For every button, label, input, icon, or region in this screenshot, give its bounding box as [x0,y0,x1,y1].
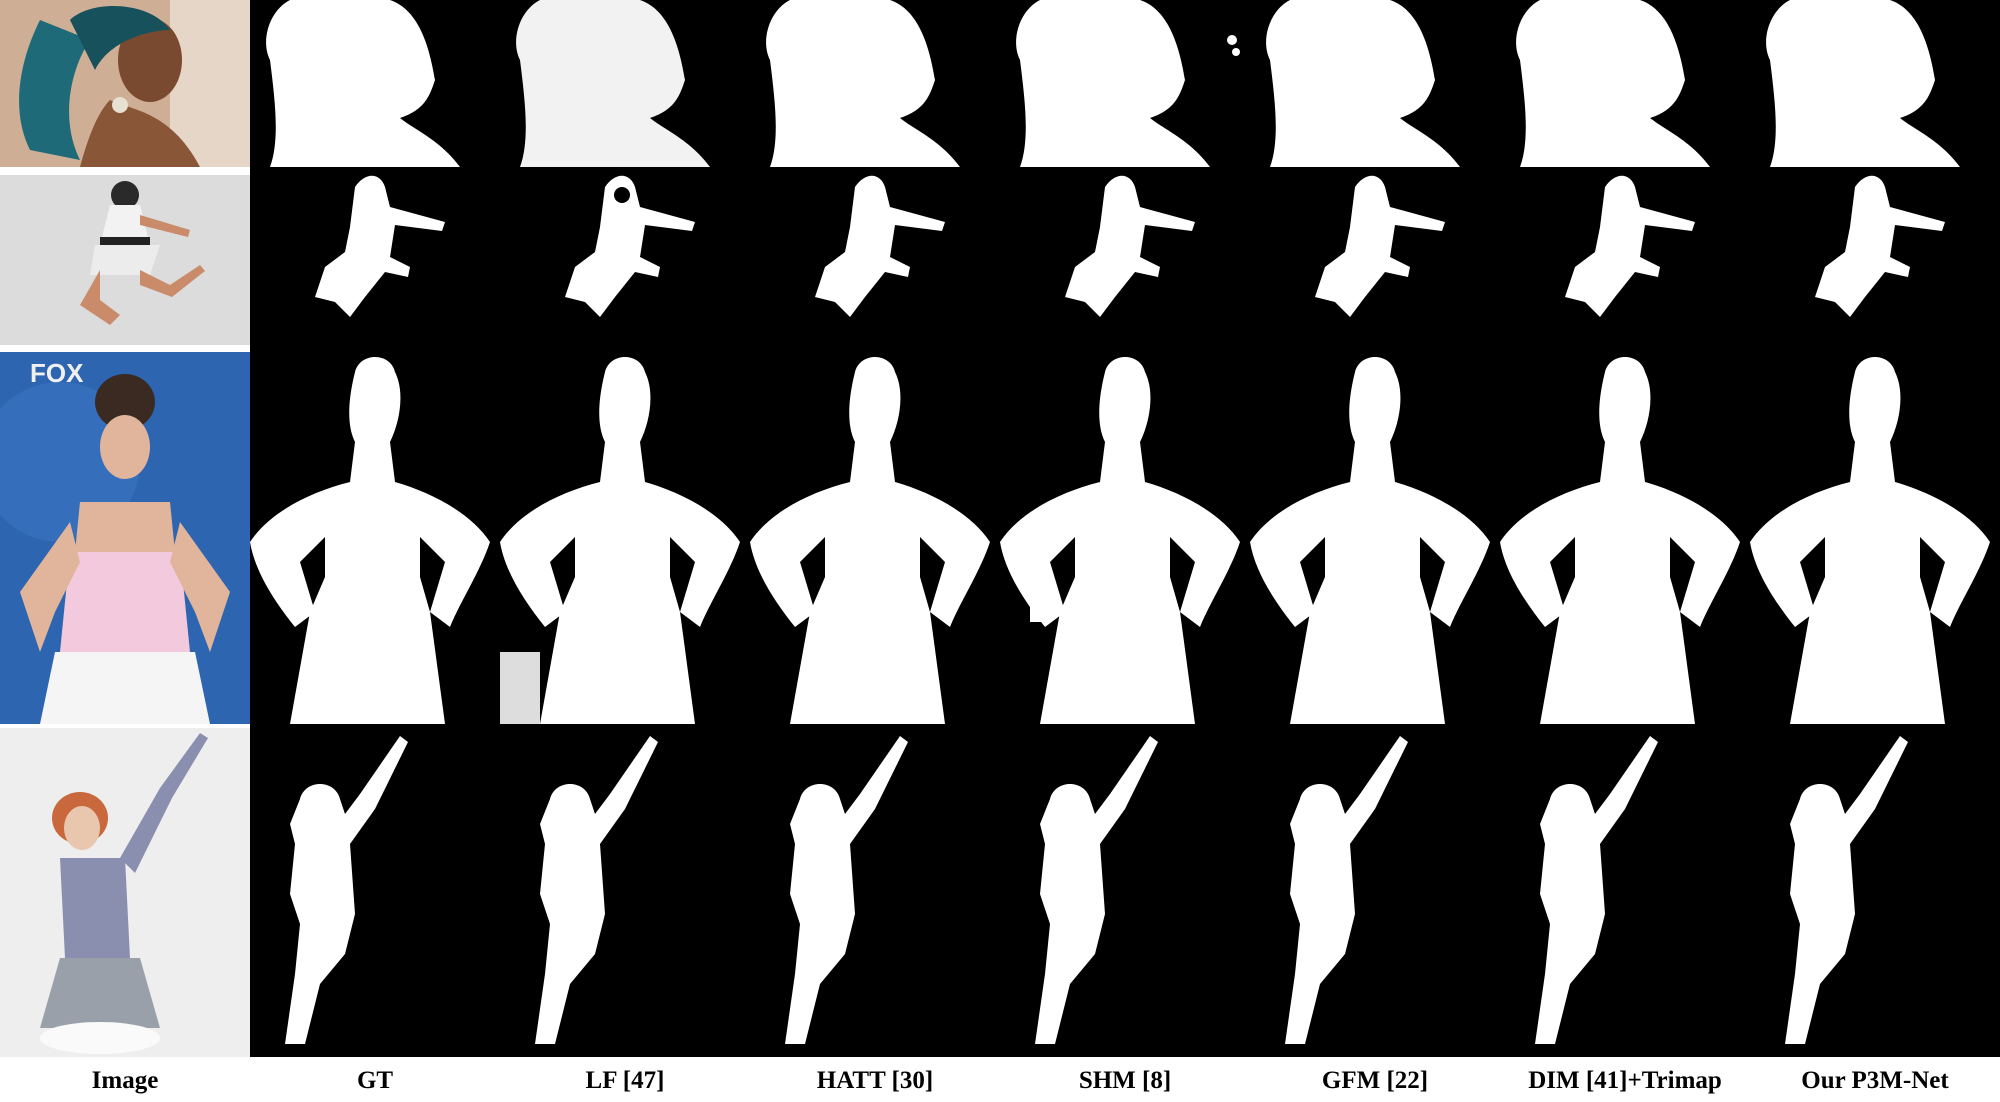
column-label-image: Image [91,1067,159,1094]
column-label-hatt: HATT [30] [816,1067,934,1094]
matte-row-1-gt [250,0,500,167]
matte-row-3-shm [1000,352,1250,724]
matte-row-1-hatt [750,0,1000,167]
matte-row-4-gt [250,724,500,1057]
matte-row-2-p3m [1750,167,2000,352]
comparison-grid: FOX [0,0,2000,1057]
matte-row-3-gt [250,352,500,724]
photo-row-4 [0,728,250,1057]
matte-row-2-gt [250,167,500,352]
column-labels: Image GT LF [47] HATT [30] SHM [8] GFM [… [0,1057,2000,1102]
matte-row-2-dim [1500,167,1750,352]
photo-row-1 [0,0,250,167]
column-label-gt: GT [356,1067,394,1094]
column-label-lf: LF [47] [585,1067,665,1094]
matte-row-2-gfm [1250,167,1500,352]
matte-row-4-shm [1000,724,1250,1057]
matte-row-2-shm [1000,167,1250,352]
matte-row-1-lf [500,0,750,167]
matte-row-3-dim [1500,352,1750,724]
matte-row-4-gfm [1250,724,1500,1057]
matte-row-3-hatt [750,352,1000,724]
matte-row-3-p3m [1750,352,2000,724]
matte-row-1-shm [1000,0,1250,167]
matte-row-1-gfm [1250,0,1500,167]
matte-row-1-p3m [1750,0,2000,167]
column-label-dim: DIM [41]+Trimap [1528,1067,1722,1094]
matte-row-2-hatt [750,167,1000,352]
column-label-p3m: Our P3M-Net [1801,1067,1949,1094]
matte-row-4-p3m [1750,724,2000,1057]
column-label-gfm: GFM [22] [1321,1067,1429,1094]
matte-row-3-gfm [1250,352,1500,724]
matte-row-3-lf [500,352,750,724]
svg-text:FOX: FOX [30,358,84,388]
photo-row-2 [0,175,250,345]
matte-row-4-lf [500,724,750,1057]
matte-row-4-dim [1500,724,1750,1057]
photo-row-3: FOX [0,352,250,724]
matte-row-2-lf [500,167,750,352]
matte-row-4-hatt [750,724,1000,1057]
column-label-shm: SHM [8] [1078,1067,1172,1094]
matte-row-1-dim [1500,0,1750,167]
